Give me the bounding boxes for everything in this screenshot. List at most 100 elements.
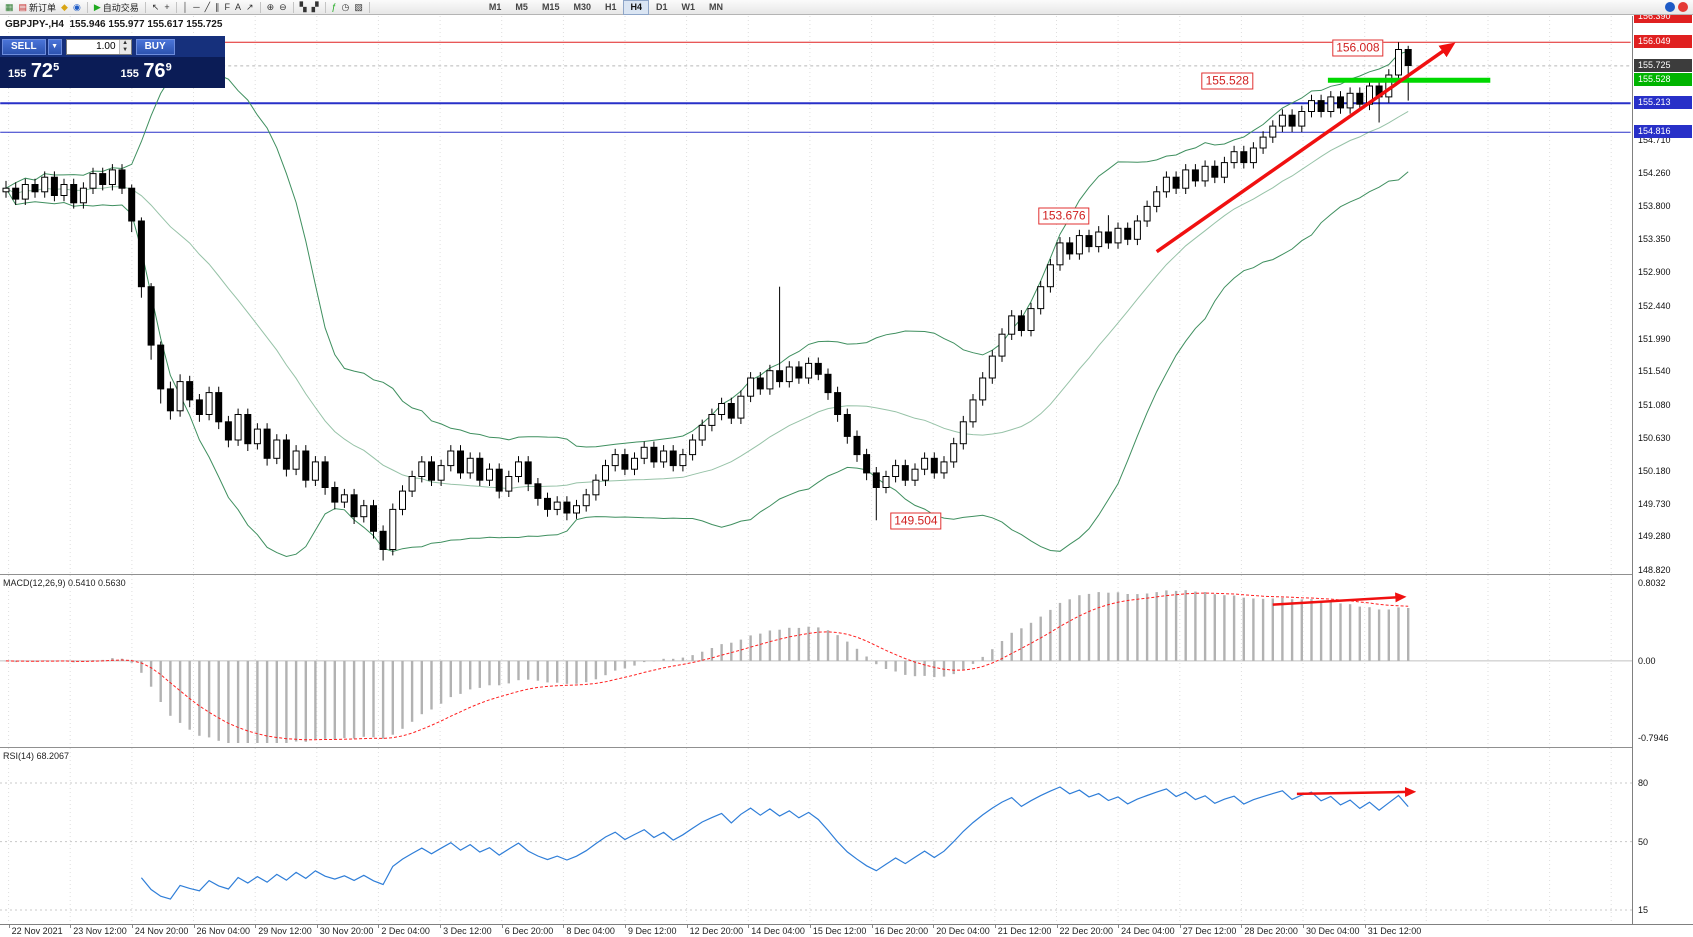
- price-tick-label: 149.730: [1638, 498, 1671, 509]
- sell-price[interactable]: 155 725: [0, 57, 113, 88]
- cascade-windows-icon: ▞: [311, 1, 319, 12]
- sell-price-prefix: 155: [8, 68, 27, 80]
- horizontal-line-tool-button[interactable]: ─: [191, 1, 201, 14]
- zoom-out-button[interactable]: ⊖: [277, 1, 289, 14]
- price-tick-label: 151.080: [1638, 400, 1671, 410]
- horizontal-line-tool-icon: ─: [193, 1, 200, 12]
- time-tick-label: 15 Dec 12:00: [812, 926, 867, 936]
- trade-panel-controls: SELL ▼ ▲ ▼ BUY: [0, 36, 225, 57]
- volume-down-button[interactable]: ▼: [119, 46, 131, 54]
- cursor-tool-button[interactable]: ↖: [150, 1, 162, 14]
- price-marker-156.049: 156.049: [1634, 35, 1692, 49]
- new-order-button[interactable]: ▤ 新订单: [17, 1, 59, 14]
- new-chart-button[interactable]: ▦: [3, 1, 16, 14]
- price-tick-label: 150.630: [1638, 432, 1671, 443]
- time-tick: [563, 925, 565, 928]
- time-tick: [316, 925, 318, 928]
- text-tool-button[interactable]: A: [233, 1, 243, 14]
- macd-axis-label: -0.7946: [1638, 733, 1669, 743]
- time-tick-label: 8 Dec 04:00: [566, 926, 615, 936]
- sell-button[interactable]: SELL: [2, 38, 46, 55]
- time-tick-label: 21 Dec 12:00: [997, 926, 1052, 936]
- volume-input[interactable]: [66, 39, 119, 54]
- macd-pane-canvas[interactable]: [0, 575, 1632, 747]
- rsi-pane-canvas[interactable]: [0, 748, 1632, 923]
- price-tick-label: 149.280: [1638, 531, 1671, 542]
- zoom-in-button[interactable]: ⊕: [265, 1, 277, 14]
- timeframe-m30[interactable]: M30: [573, 1, 591, 12]
- vertical-line-tool-button[interactable]: │: [181, 1, 191, 14]
- arrows-tool-button[interactable]: ↗: [244, 1, 256, 14]
- rsi-axis-label: 50: [1638, 836, 1649, 847]
- time-tick: [1241, 925, 1243, 928]
- buy-price[interactable]: 155 769: [113, 57, 226, 88]
- rsi-trend-arrow[interactable]: [1296, 786, 1417, 797]
- macd-indicator-label: MACD(12,26,9) 0.5410 0.5630: [3, 578, 126, 588]
- market-watch-button[interactable]: ◉: [71, 1, 83, 14]
- volume-field: ▲ ▼: [65, 38, 132, 55]
- time-tick-label: 30 Dec 04:00: [1306, 926, 1360, 936]
- time-tick: [378, 925, 380, 928]
- time-tick-label: 29 Nov 12:00: [258, 926, 312, 936]
- pane-separator[interactable]: [0, 574, 1632, 575]
- templates-button[interactable]: ▧: [352, 1, 365, 14]
- toolbar-separator: [368, 1, 370, 13]
- price-tick-label: 151.990: [1638, 333, 1671, 344]
- time-tick-label: 16 Dec 20:00: [874, 926, 929, 936]
- timeframe-w1[interactable]: W1: [681, 1, 696, 12]
- price-tick-label: 153.800: [1638, 201, 1671, 212]
- timeframe-h4[interactable]: H4: [623, 0, 649, 15]
- rsi-indicator-label: RSI(14) 68.2067: [3, 751, 70, 761]
- price-marker-154.816: 154.816: [1634, 125, 1692, 139]
- time-tick: [501, 925, 503, 928]
- timeframe-mn[interactable]: MN: [709, 1, 724, 12]
- time-tick-label: 24 Nov 20:00: [134, 926, 189, 936]
- timeframe-h1[interactable]: H1: [604, 1, 617, 12]
- macd-trend-arrow[interactable]: [1272, 592, 1407, 606]
- cascade-windows-button[interactable]: ▞: [310, 1, 321, 14]
- volume-dropdown-button[interactable]: ▼: [47, 38, 62, 55]
- timeframe-m15[interactable]: M15: [541, 1, 560, 12]
- cursor-tool-icon: ↖: [151, 1, 160, 12]
- price-marker-155.213: 155.213: [1634, 96, 1692, 110]
- timeframe-m1[interactable]: M1: [488, 1, 502, 12]
- time-tick-label: 2 Dec 04:00: [381, 926, 430, 936]
- trendline-tool-button[interactable]: ╱: [203, 1, 212, 14]
- fibonacci-tool-button[interactable]: F: [223, 1, 233, 14]
- time-tick: [255, 925, 257, 928]
- trend-arrow[interactable]: [1155, 42, 1456, 254]
- timeframe-d1[interactable]: D1: [656, 1, 668, 12]
- tile-windows-button[interactable]: ▚: [298, 1, 309, 14]
- autotrading-button[interactable]: ▶ 自动交易: [92, 1, 141, 14]
- autotrading-button-label: 自动交易: [102, 2, 139, 13]
- toolbar: ▦ ▤ 新订单 ◆ ◉ ▶ 自动交易 ↖ + │ ─ ╱ ∥ F A ↗ ⊕ ⊖ ▚ ▞ ƒ ◷ ▧ M1 M5 M15 M30 H1…: [0, 0, 1693, 15]
- channel-tool-button[interactable]: ∥: [213, 1, 222, 14]
- time-axis[interactable]: 22 Nov 2021 23 Nov 12:00 24 Nov 20:00 26 No…: [0, 924, 1693, 937]
- bollinger-lower-band: [5, 171, 1409, 558]
- time-tick-label: 24 Dec 04:00: [1121, 926, 1175, 936]
- price-axis[interactable]: 154.710 154.260 153.800 153.350 152.900 152.4…: [1632, 10, 1693, 937]
- toolbar-separator: [324, 1, 326, 13]
- alert-status-icon[interactable]: [1678, 2, 1688, 12]
- buy-button[interactable]: BUY: [135, 38, 175, 55]
- timeframe-m5[interactable]: M5: [515, 1, 528, 12]
- time-tick: [70, 925, 72, 928]
- time-tick: [193, 925, 195, 928]
- pane-separator[interactable]: [0, 747, 1632, 748]
- main-chart-canvas[interactable]: [0, 16, 1632, 574]
- toolbar-separator: [259, 1, 261, 13]
- one-click-trade-panel: SELL ▼ ▲ ▼ BUY 155 725 155 769: [0, 36, 225, 88]
- crosshair-tool-button[interactable]: +: [162, 1, 171, 14]
- time-tick-label: 3 Dec 12:00: [443, 926, 492, 936]
- community-status-icon[interactable]: [1665, 2, 1675, 12]
- price-tick-label: 152.900: [1638, 267, 1671, 278]
- rsi-axis-label: 80: [1638, 778, 1649, 788]
- mql-community-button[interactable]: ◆: [59, 1, 70, 14]
- volume-up-button[interactable]: ▲: [119, 39, 131, 47]
- caret-down-icon: ▼: [122, 46, 129, 53]
- indicators-button[interactable]: ƒ: [330, 1, 339, 14]
- bollinger-upper-band: [5, 50, 1409, 448]
- periods-button[interactable]: ◷: [340, 1, 352, 14]
- autotrading-icon: ▶: [93, 1, 101, 12]
- buy-price-prefix: 155: [120, 68, 139, 80]
